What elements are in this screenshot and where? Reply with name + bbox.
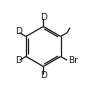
Text: Br: Br <box>68 56 78 65</box>
Text: D: D <box>15 56 22 66</box>
Text: D: D <box>40 13 47 22</box>
Text: D: D <box>40 71 47 80</box>
Text: D: D <box>15 27 22 36</box>
